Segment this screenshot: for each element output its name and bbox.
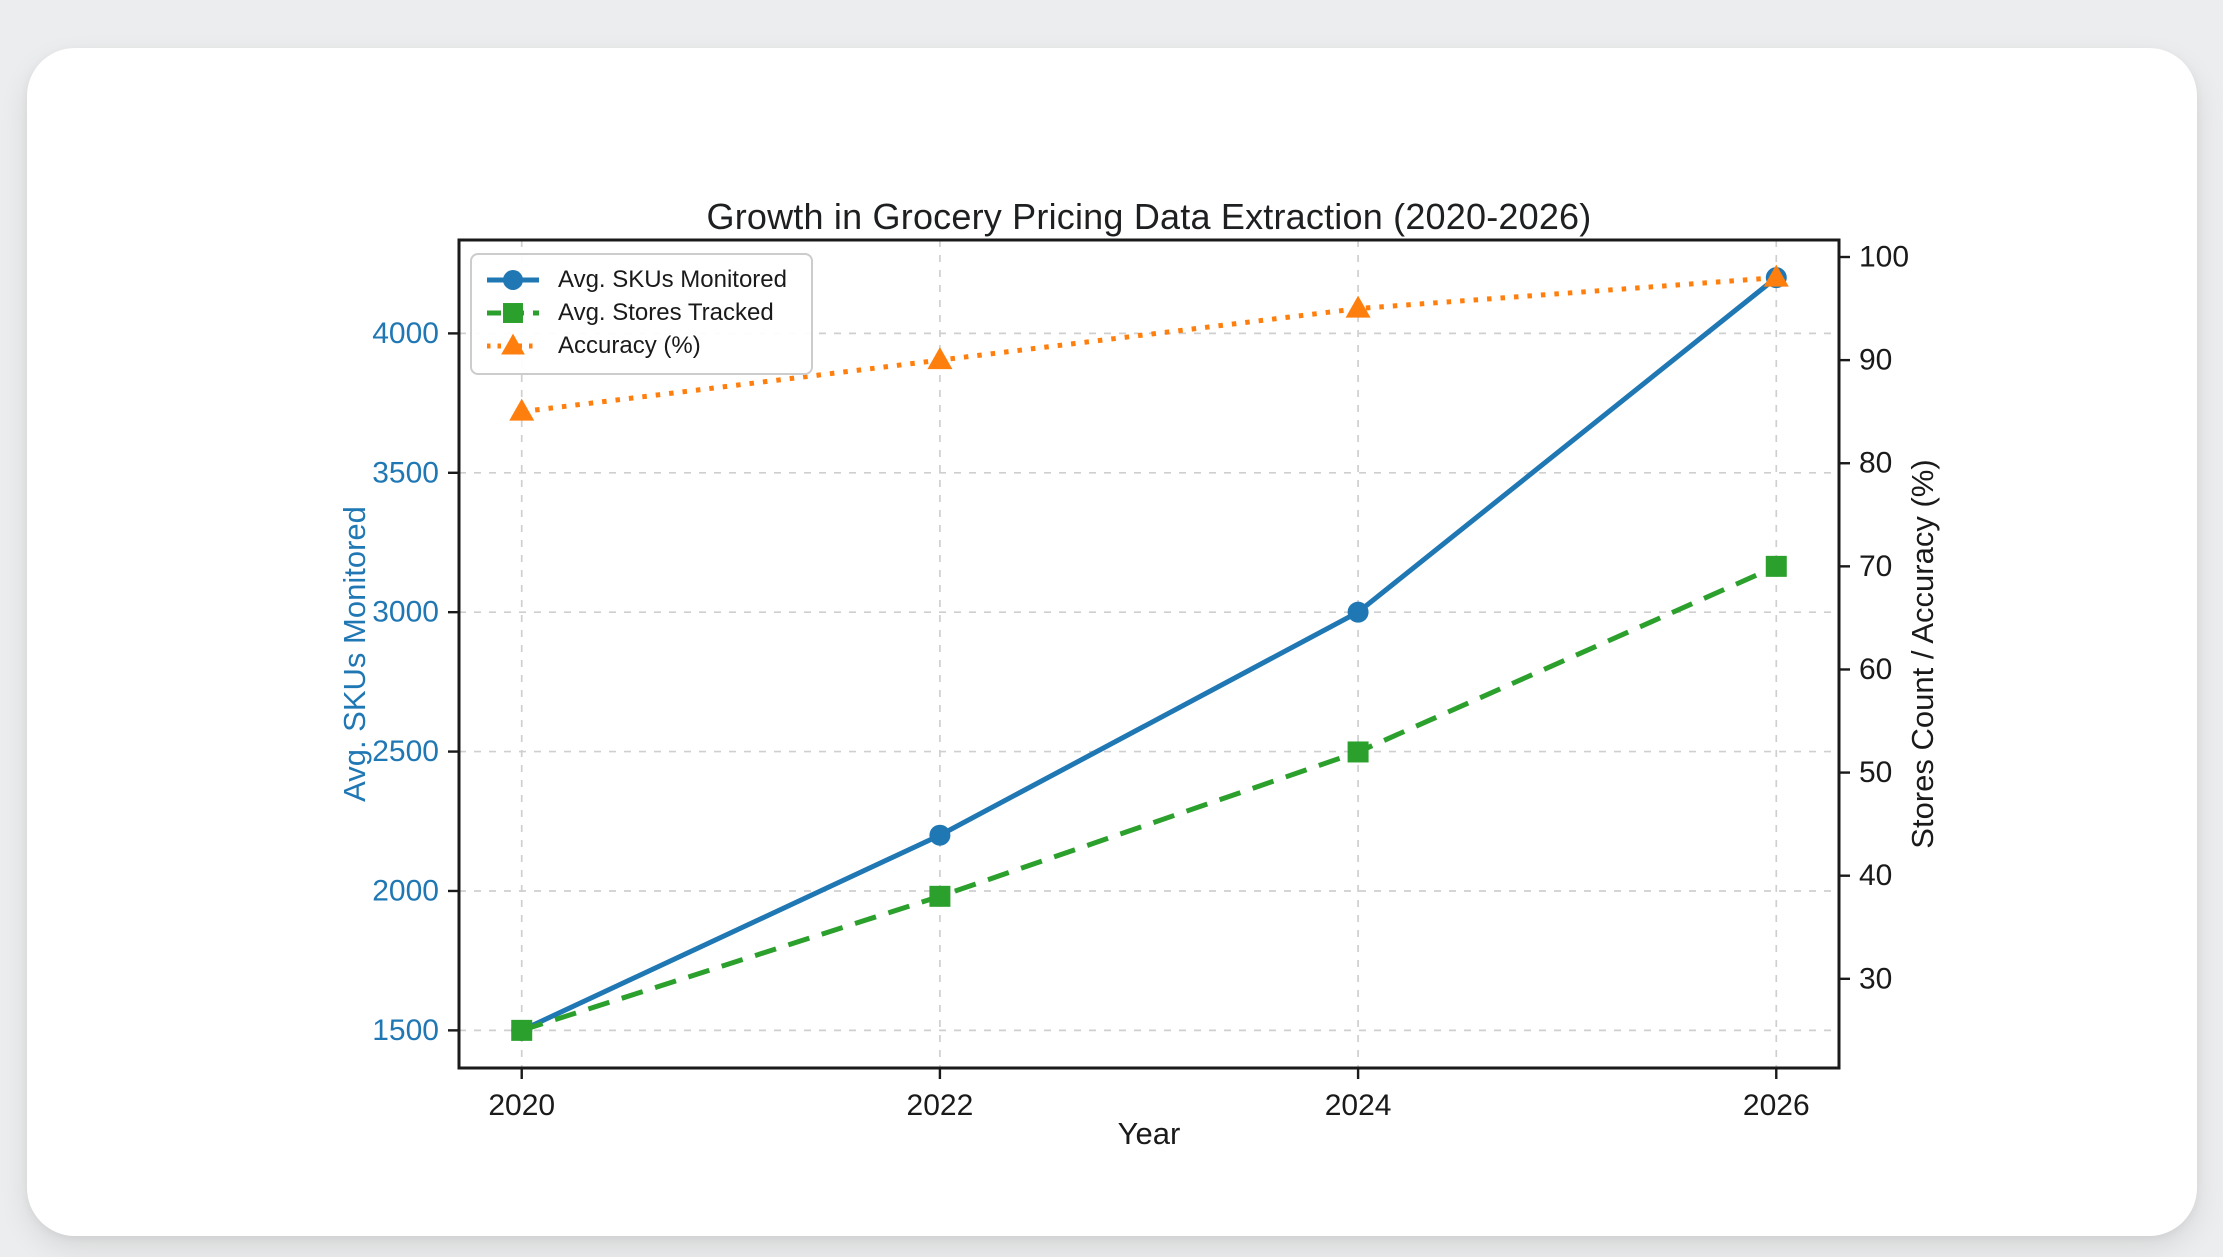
svg-text:60: 60: [1859, 653, 1892, 686]
right-y-axis-label: Stores Count / Accuracy (%): [1905, 459, 1940, 849]
legend-item-skus: Avg. SKUs Monitored: [484, 264, 787, 296]
left-y-axis-label: Avg. SKUs Monitored: [337, 506, 372, 802]
svg-text:1500: 1500: [372, 1014, 439, 1047]
svg-text:3500: 3500: [372, 456, 439, 489]
svg-text:90: 90: [1859, 344, 1892, 377]
legend-label-accuracy: Accuracy (%): [558, 332, 701, 359]
svg-text:80: 80: [1859, 447, 1892, 480]
x-axis-label: Year: [1117, 1116, 1181, 1151]
legend-item-accuracy: Accuracy (%): [484, 330, 787, 362]
svg-text:2026: 2026: [1743, 1089, 1810, 1122]
svg-text:2020: 2020: [488, 1089, 555, 1122]
legend-item-stores: Avg. Stores Tracked: [484, 297, 787, 329]
svg-text:2022: 2022: [907, 1089, 974, 1122]
svg-text:3000: 3000: [372, 596, 439, 629]
svg-text:40: 40: [1859, 859, 1892, 892]
chart-legend: Avg. SKUs Monitored Avg. Stores Tracked …: [470, 253, 813, 375]
svg-text:100: 100: [1859, 241, 1909, 274]
chart-card: Growth in Grocery Pricing Data Extractio…: [27, 48, 2197, 1236]
svg-text:50: 50: [1859, 756, 1892, 789]
legend-label-skus: Avg. SKUs Monitored: [558, 266, 787, 293]
chart-title: Growth in Grocery Pricing Data Extractio…: [706, 196, 1592, 237]
svg-text:4000: 4000: [372, 317, 439, 350]
svg-text:2000: 2000: [372, 874, 439, 907]
skus-line-sample-icon: [487, 270, 539, 290]
svg-text:2500: 2500: [372, 735, 439, 768]
accuracy-line-sample-icon: [487, 333, 539, 355]
legend-label-stores: Avg. Stores Tracked: [558, 299, 774, 326]
svg-text:2024: 2024: [1325, 1089, 1392, 1122]
svg-text:30: 30: [1859, 962, 1892, 995]
svg-text:70: 70: [1859, 550, 1892, 583]
stores-line-sample-icon: [487, 303, 539, 323]
